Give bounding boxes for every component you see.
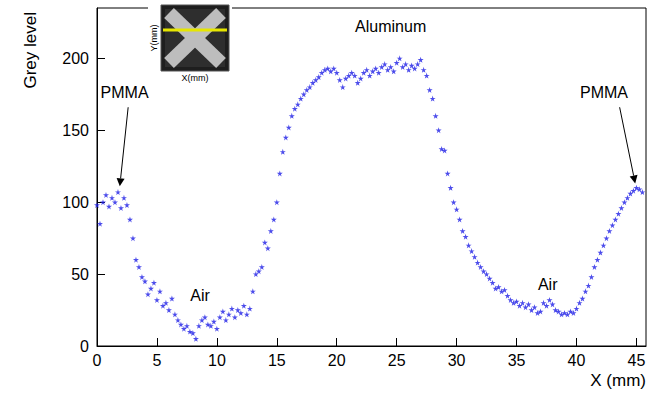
svg-text:150: 150: [62, 122, 89, 139]
svg-text:X (mm): X (mm): [590, 371, 646, 390]
svg-text:10: 10: [208, 352, 226, 369]
svg-text:30: 30: [448, 352, 466, 369]
svg-text:25: 25: [388, 352, 406, 369]
svg-text:100: 100: [62, 194, 89, 211]
svg-text:PMMA: PMMA: [580, 84, 628, 101]
svg-text:Air: Air: [538, 276, 558, 293]
svg-text:Air: Air: [190, 287, 210, 304]
svg-text:Grey level: Grey level: [21, 12, 40, 89]
svg-text:15: 15: [268, 352, 286, 369]
svg-text:Aluminum: Aluminum: [355, 18, 426, 35]
svg-text:45: 45: [628, 352, 646, 369]
svg-text:40: 40: [568, 352, 586, 369]
svg-text:200: 200: [62, 50, 89, 67]
svg-text:50: 50: [71, 266, 89, 283]
svg-text:PMMA: PMMA: [101, 84, 149, 101]
svg-text:0: 0: [80, 338, 89, 355]
svg-text:20: 20: [328, 352, 346, 369]
svg-text:Y(mm): Y(mm): [149, 25, 159, 52]
svg-text:X(mm): X(mm): [182, 73, 209, 83]
svg-text:5: 5: [152, 352, 161, 369]
svg-text:35: 35: [508, 352, 526, 369]
svg-text:0: 0: [93, 352, 102, 369]
